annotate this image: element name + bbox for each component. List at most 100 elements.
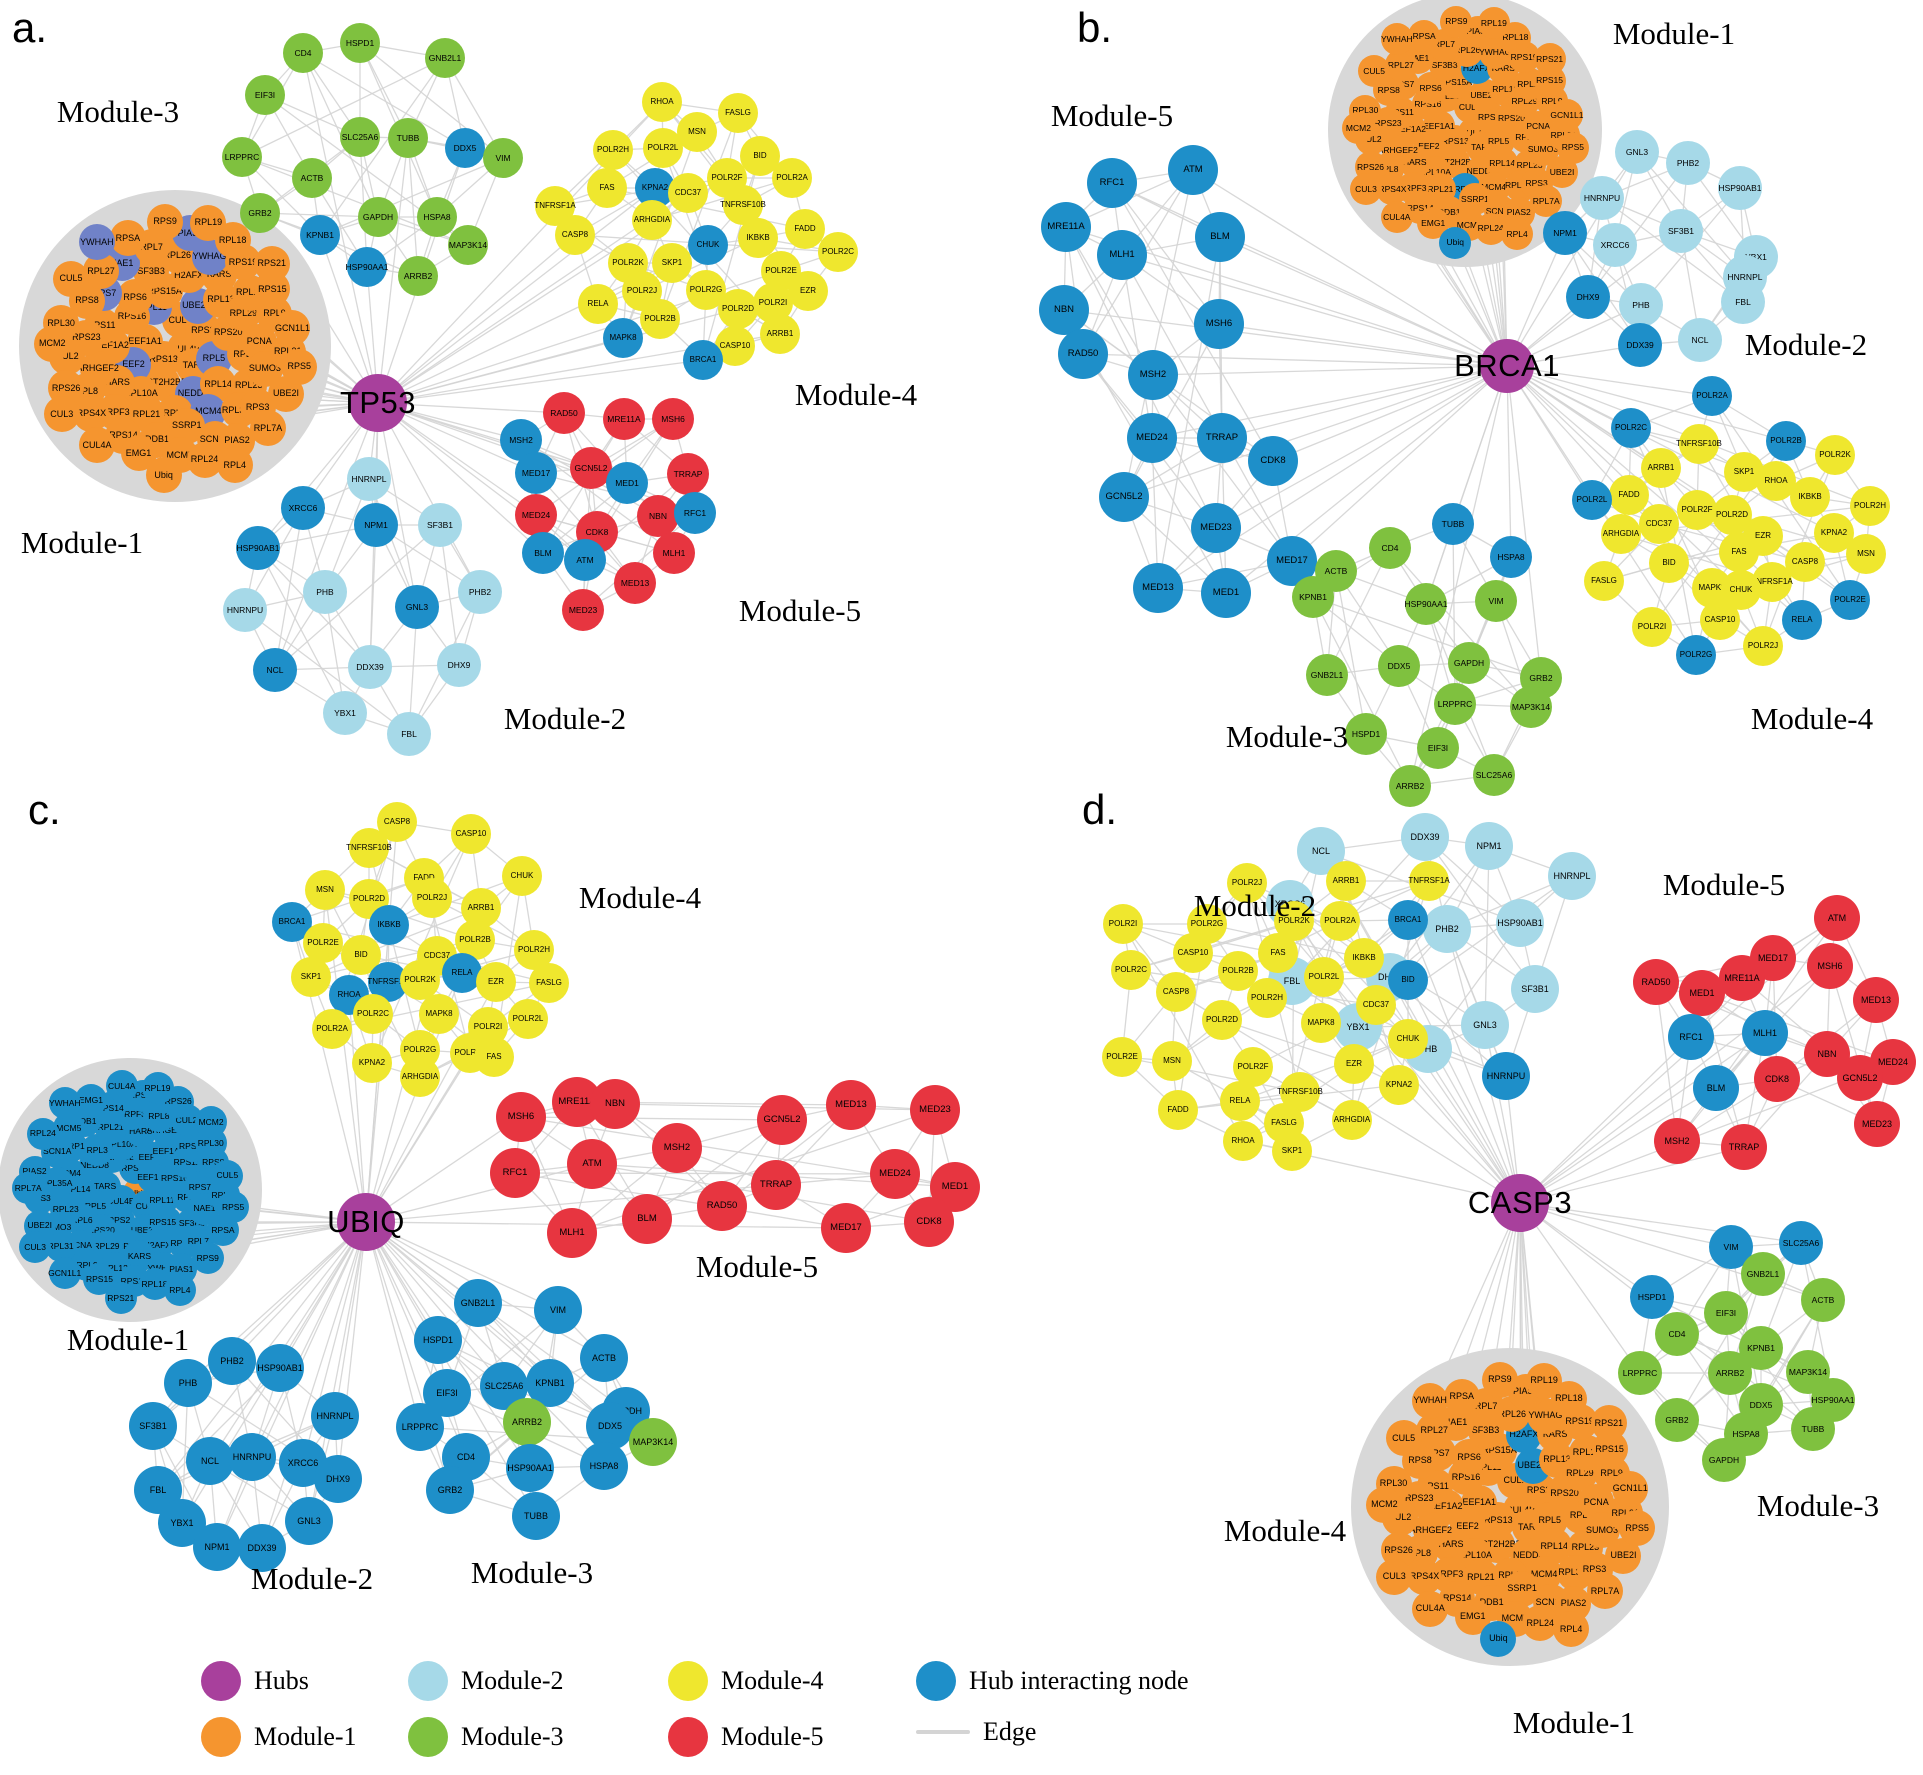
- node-HSPD1[interactable]: HSPD1: [1630, 1275, 1674, 1319]
- node-IKBKB[interactable]: IKBKB: [1344, 938, 1384, 978]
- node-DDX39[interactable]: DDX39: [348, 645, 392, 689]
- node-CUL5[interactable]: CUL5: [52, 260, 89, 297]
- node-MLH1[interactable]: MLH1: [1097, 230, 1147, 280]
- node-EZR[interactable]: EZR: [1334, 1044, 1374, 1084]
- node-RHOA[interactable]: RHOA: [642, 82, 682, 122]
- node-TNFRSF10B[interactable]: TNFRSF10B: [346, 828, 392, 868]
- node-POLR2L[interactable]: POLR2L: [643, 128, 683, 168]
- node-MSN[interactable]: MSN: [1152, 1041, 1192, 1081]
- node-RPL24[interactable]: RPL24: [26, 1117, 59, 1150]
- node-MRE11A[interactable]: MRE11A: [1041, 202, 1091, 252]
- node-FADD[interactable]: FADD: [1609, 475, 1649, 515]
- node-DHX9[interactable]: DHX9: [1566, 275, 1610, 319]
- node-LRPPRC[interactable]: LRPPRC: [1618, 1351, 1662, 1395]
- node-MRE11A[interactable]: MRE11A: [603, 398, 645, 440]
- node-RPL19[interactable]: RPL19: [141, 1071, 174, 1104]
- node-GCN1L1[interactable]: GCN1L1: [48, 1257, 81, 1290]
- node-POLR2G[interactable]: POLR2G: [1676, 635, 1716, 675]
- node-GCN1L1[interactable]: GCN1L1: [1550, 98, 1584, 131]
- node-MSN[interactable]: MSN: [305, 870, 345, 910]
- node-CASP10[interactable]: CASP10: [715, 326, 755, 366]
- node-ARRB1[interactable]: ARRB1: [1326, 861, 1366, 901]
- node-RPL7A[interactable]: RPL7A: [1587, 1573, 1624, 1610]
- node-GAPDH[interactable]: GAPDH: [358, 197, 398, 237]
- node-YBX1[interactable]: YBX1: [323, 691, 367, 735]
- node-NPM1[interactable]: NPM1: [1465, 822, 1513, 870]
- node-POLR2H[interactable]: POLR2H: [593, 130, 633, 170]
- node-YWHAH[interactable]: YWHAH: [78, 224, 115, 261]
- node-POLR2I[interactable]: POLR2I: [1103, 904, 1143, 944]
- node-NPM1[interactable]: NPM1: [1543, 211, 1587, 255]
- node-BRCA1[interactable]: BRCA1: [1388, 900, 1428, 940]
- node-CUL5[interactable]: CUL5: [1358, 55, 1391, 88]
- node-FASLG[interactable]: FASLG: [529, 963, 569, 1003]
- node-TUBB[interactable]: TUBB: [512, 1492, 560, 1540]
- node-RELA[interactable]: RELA: [578, 284, 618, 324]
- node-CD4[interactable]: CD4: [1369, 527, 1411, 569]
- node-GCN5L2[interactable]: GCN5L2: [1837, 1055, 1883, 1101]
- node-GRB2[interactable]: GRB2: [426, 1466, 474, 1514]
- node-GRB2[interactable]: GRB2: [240, 193, 280, 233]
- node-RAD50[interactable]: RAD50: [543, 392, 585, 434]
- node-BID[interactable]: BID: [1388, 960, 1428, 1000]
- node-DHX9[interactable]: DHX9: [437, 643, 481, 687]
- node-HNRNPL[interactable]: HNRNPL: [347, 457, 391, 501]
- node-LRPPRC[interactable]: LRPPRC: [396, 1403, 444, 1451]
- node-NCL[interactable]: NCL: [1678, 318, 1722, 362]
- node-MLH1[interactable]: MLH1: [547, 1208, 597, 1258]
- node-RPL4[interactable]: RPL4: [1501, 218, 1534, 251]
- node-DDX39[interactable]: DDX39: [1401, 813, 1449, 861]
- node-MED1[interactable]: MED1: [1201, 568, 1251, 618]
- node-FAS[interactable]: FAS: [1258, 933, 1298, 973]
- node-POLR2H[interactable]: POLR2H: [1247, 978, 1287, 1018]
- node-HNRNPL[interactable]: HNRNPL: [1548, 852, 1596, 900]
- node-MSN[interactable]: MSN: [677, 112, 717, 152]
- node-TUBB[interactable]: TUBB: [1432, 503, 1474, 545]
- node-IKBKB[interactable]: IKBKB: [1790, 477, 1830, 517]
- node-SF3B1[interactable]: SF3B1: [129, 1402, 177, 1450]
- node-DDX5[interactable]: DDX5: [1378, 645, 1420, 687]
- node-KPNB1[interactable]: KPNB1: [1292, 576, 1334, 618]
- node-RAD50[interactable]: RAD50: [1058, 329, 1108, 379]
- node-RPL7A[interactable]: RPL7A: [12, 1172, 45, 1205]
- node-YBX1[interactable]: YBX1: [158, 1499, 206, 1547]
- node-MAPK8[interactable]: MAPK8: [419, 994, 459, 1034]
- node-RPSA[interactable]: RPSA: [1408, 19, 1441, 52]
- node-MSH2[interactable]: MSH2: [652, 1123, 702, 1173]
- node-MSH2[interactable]: MSH2: [1654, 1118, 1700, 1164]
- node-KPNA2[interactable]: KPNA2: [1379, 1065, 1419, 1105]
- node-GNB2L1[interactable]: GNB2L1: [425, 38, 465, 78]
- node-RFC1[interactable]: RFC1: [1668, 1014, 1714, 1060]
- node-MAPK8[interactable]: MAPK8: [1301, 1003, 1341, 1043]
- node-MED13[interactable]: MED13: [1133, 563, 1183, 613]
- node-TNFRSF10B[interactable]: TNFRSF10B: [1277, 1072, 1323, 1112]
- node-POLR2C[interactable]: POLR2C: [353, 994, 393, 1034]
- node-CDK8[interactable]: CDK8: [1754, 1056, 1800, 1102]
- node-MSH6[interactable]: MSH6: [652, 398, 694, 440]
- node-Ubiq[interactable]: Ubiq: [1480, 1620, 1517, 1657]
- node-Ubiq[interactable]: Ubiq: [1439, 226, 1472, 259]
- node-HSPA8[interactable]: HSPA8: [580, 1442, 628, 1490]
- node-NCL[interactable]: NCL: [253, 648, 297, 692]
- node-MSH6[interactable]: MSH6: [496, 1092, 546, 1142]
- node-MED1[interactable]: MED1: [1679, 970, 1725, 1016]
- node-HNRNPL[interactable]: HNRNPL: [311, 1392, 359, 1440]
- node-LRPPRC[interactable]: LRPPRC: [1434, 683, 1476, 725]
- node-DDX5[interactable]: DDX5: [445, 128, 485, 168]
- node-PHB[interactable]: PHB: [303, 570, 347, 614]
- node-BLM[interactable]: BLM: [1693, 1065, 1739, 1111]
- node-VIM[interactable]: VIM: [1475, 580, 1517, 622]
- node-ATM[interactable]: ATM: [1814, 895, 1860, 941]
- node-SKP1[interactable]: SKP1: [1272, 1131, 1312, 1171]
- node-RPL4[interactable]: RPL4: [216, 447, 253, 484]
- node-RPS5[interactable]: RPS5: [217, 1190, 250, 1223]
- node-PHB[interactable]: PHB: [1619, 283, 1663, 327]
- node-MSN[interactable]: MSN: [1846, 534, 1886, 574]
- node-RPS9[interactable]: RPS9: [147, 203, 184, 240]
- node-CUL4A[interactable]: CUL4A: [1412, 1590, 1449, 1627]
- node-RPL19[interactable]: RPL19: [190, 204, 227, 241]
- node-POLR2C[interactable]: POLR2C: [1111, 950, 1151, 990]
- node-ARRB2[interactable]: ARRB2: [1708, 1351, 1752, 1395]
- node-POLR2J[interactable]: POLR2J: [412, 878, 452, 918]
- node-POLR2J[interactable]: POLR2J: [1743, 626, 1783, 666]
